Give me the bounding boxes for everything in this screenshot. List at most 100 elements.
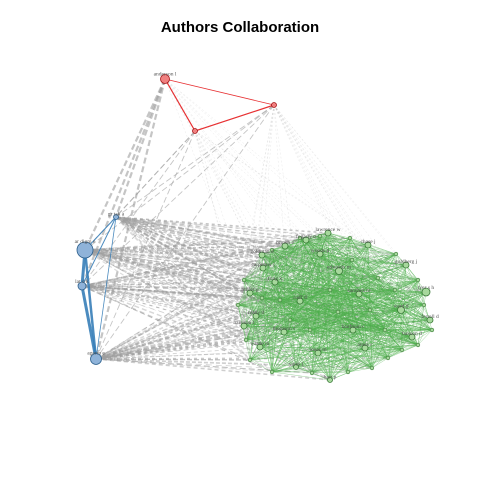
edge-green-cluster — [259, 346, 349, 373]
edge-green-cluster — [384, 329, 403, 351]
edge-blue-cluster — [81, 216, 117, 287]
edge-inter-cluster — [164, 78, 351, 239]
edge-green-cluster — [395, 253, 403, 351]
edge-green-cluster — [243, 279, 419, 346]
edge-green-cluster — [271, 249, 281, 301]
edge-green-cluster — [261, 297, 431, 321]
edge-green-cluster — [243, 249, 273, 281]
edge-green-cluster — [384, 329, 389, 359]
edge-green-cluster — [249, 259, 353, 294]
edge-inter-cluster — [273, 104, 402, 311]
author-node — [277, 297, 283, 303]
edge-green-cluster — [261, 297, 339, 313]
edge-green-cluster — [237, 304, 261, 348]
edge-inter-cluster — [95, 304, 239, 360]
edge-green-cluster — [329, 289, 433, 331]
edge-green-cluster — [417, 319, 431, 346]
edge-green-cluster — [237, 304, 247, 341]
edge-green-cluster — [319, 235, 339, 313]
author-node — [335, 309, 341, 315]
edge-green-cluster — [337, 237, 351, 313]
edge-inter-cluster — [194, 130, 301, 239]
edge-green-cluster — [243, 235, 321, 281]
edge-inter-cluster — [84, 104, 275, 251]
edge-green-cluster — [243, 277, 379, 281]
edge-green-cluster — [319, 235, 407, 266]
edge-inter-cluster — [81, 253, 397, 287]
edge-green-cluster — [417, 279, 425, 306]
author-label: sanchez m — [347, 288, 371, 294]
edge-green-cluster — [349, 237, 419, 346]
author-node-chase-j — [364, 241, 372, 249]
edge-green-cluster — [387, 349, 403, 359]
edge-green-cluster — [243, 253, 397, 281]
edge-inter-cluster — [84, 249, 403, 351]
edge-inter-cluster — [81, 285, 239, 306]
edge-green-cluster — [249, 329, 311, 361]
edge-green-cluster — [255, 237, 301, 317]
edge-green-cluster — [351, 259, 386, 331]
edge-inter-cluster — [95, 358, 251, 361]
edge-inter-cluster — [95, 311, 339, 360]
edge-green-cluster — [311, 235, 321, 374]
edge-green-cluster — [249, 359, 273, 373]
edge-inter-cluster — [84, 249, 273, 373]
author-node — [347, 235, 353, 241]
author-node — [269, 247, 275, 253]
edge-green-cluster — [284, 245, 311, 331]
edge-inter-cluster — [81, 285, 431, 321]
author-node-g21 — [256, 343, 264, 351]
edge-green-cluster — [349, 237, 396, 291]
author-node-g19 — [280, 328, 288, 336]
author-node-g16 — [426, 316, 434, 324]
edge-green-cluster — [337, 311, 386, 331]
edge-inter-cluster — [164, 78, 349, 373]
author-node — [309, 370, 315, 376]
edge-green-cluster — [261, 237, 301, 299]
edge-red-cluster — [164, 78, 275, 106]
edge-green-cluster — [279, 299, 389, 359]
author-label: hanson d — [402, 331, 422, 337]
edge-green-cluster — [401, 344, 419, 351]
edge-blue-cluster — [95, 216, 117, 360]
edge-green-cluster — [245, 235, 321, 341]
edge-inter-cluster — [81, 235, 321, 287]
edge-inter-cluster — [95, 292, 251, 360]
edge-green-cluster — [271, 371, 331, 381]
author-node — [415, 277, 421, 283]
edge-green-cluster — [384, 291, 427, 331]
edge-inter-cluster — [194, 130, 369, 246]
edge-inter-cluster — [84, 249, 257, 317]
edge-green-cluster — [327, 232, 351, 239]
edge-inter-cluster — [81, 285, 263, 299]
author-node — [369, 365, 375, 371]
author-label: ready d — [248, 310, 265, 316]
edge-inter-cluster — [84, 249, 313, 374]
edge-green-cluster — [369, 253, 397, 311]
edge-inter-cluster — [84, 249, 261, 348]
edge-inter-cluster — [95, 297, 263, 360]
edge-inter-cluster — [95, 237, 301, 360]
edge-green-cluster — [309, 309, 371, 331]
edge-green-cluster — [317, 352, 373, 369]
edge-green-cluster — [289, 319, 313, 374]
author-node-g9 — [271, 278, 279, 286]
author-node — [269, 369, 275, 375]
edge-inter-cluster — [84, 232, 329, 251]
edge-inter-cluster — [164, 78, 281, 301]
edge-green-cluster — [394, 289, 425, 306]
edge-inter-cluster — [84, 78, 166, 251]
author-node — [307, 327, 313, 333]
edge-inter-cluster — [81, 279, 245, 287]
author-node-g14 — [252, 312, 260, 320]
author-node — [399, 347, 405, 353]
author-label: miller p — [241, 287, 259, 293]
edge-inter-cluster — [81, 237, 301, 287]
edge-inter-cluster — [84, 249, 427, 293]
edge-inter-cluster — [95, 336, 413, 360]
edge-inter-cluster — [81, 285, 402, 311]
edge-inter-cluster — [95, 358, 313, 374]
edge-green-cluster — [329, 279, 419, 291]
edge-green-cluster — [279, 237, 301, 301]
author-label: goldman d — [250, 249, 274, 255]
